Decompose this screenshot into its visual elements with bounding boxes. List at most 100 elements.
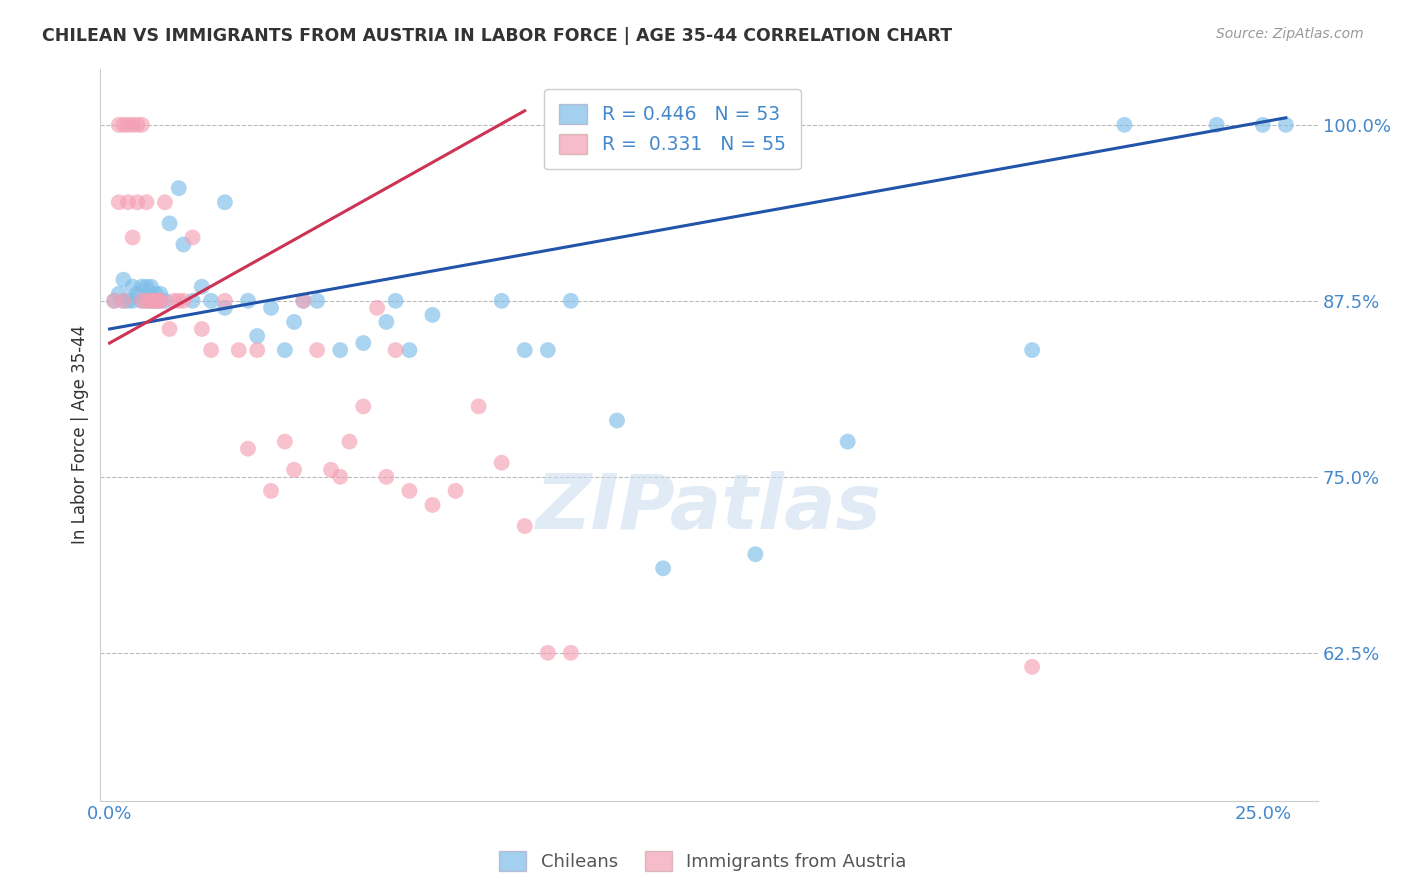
Point xyxy=(352,336,374,351)
Point xyxy=(274,343,297,357)
Point xyxy=(117,195,139,210)
Point xyxy=(560,646,582,660)
Point xyxy=(236,293,259,308)
Point xyxy=(292,293,315,308)
Point xyxy=(744,547,766,561)
Point xyxy=(145,293,167,308)
Point xyxy=(135,279,157,293)
Point xyxy=(112,293,135,308)
Point xyxy=(172,293,194,308)
Point xyxy=(422,498,444,512)
Point xyxy=(366,301,388,315)
Point xyxy=(167,181,190,195)
Point xyxy=(103,293,125,308)
Text: CHILEAN VS IMMIGRANTS FROM AUSTRIA IN LABOR FORCE | AGE 35-44 CORRELATION CHART: CHILEAN VS IMMIGRANTS FROM AUSTRIA IN LA… xyxy=(42,27,952,45)
Point xyxy=(149,293,172,308)
Point xyxy=(135,293,157,308)
Point xyxy=(181,230,204,244)
Point xyxy=(167,293,190,308)
Point xyxy=(1021,343,1043,357)
Point xyxy=(135,195,157,210)
Point xyxy=(121,230,143,244)
Point xyxy=(145,286,167,301)
Point xyxy=(153,195,176,210)
Point xyxy=(1205,118,1227,132)
Point xyxy=(172,237,194,252)
Point xyxy=(131,293,153,308)
Point xyxy=(513,519,536,533)
Point xyxy=(606,413,628,427)
Point xyxy=(117,118,139,132)
Point xyxy=(292,293,315,308)
Point xyxy=(214,293,236,308)
Point xyxy=(149,293,172,308)
Point xyxy=(121,118,143,132)
Point xyxy=(384,343,406,357)
Point xyxy=(307,343,329,357)
Point xyxy=(837,434,859,449)
Point xyxy=(228,343,250,357)
Point xyxy=(444,483,467,498)
Point xyxy=(131,118,153,132)
Point xyxy=(149,293,172,308)
Point xyxy=(112,293,135,308)
Point xyxy=(214,301,236,315)
Point xyxy=(139,279,162,293)
Y-axis label: In Labor Force | Age 35-44: In Labor Force | Age 35-44 xyxy=(72,325,89,544)
Point xyxy=(491,456,513,470)
Point xyxy=(107,118,129,132)
Point xyxy=(139,293,162,308)
Text: Source: ZipAtlas.com: Source: ZipAtlas.com xyxy=(1216,27,1364,41)
Point xyxy=(191,279,214,293)
Point xyxy=(1251,118,1274,132)
Point xyxy=(560,293,582,308)
Point xyxy=(339,434,361,449)
Point xyxy=(319,463,342,477)
Point xyxy=(149,286,172,301)
Point xyxy=(582,118,605,132)
Point xyxy=(422,308,444,322)
Point xyxy=(375,315,398,329)
Point xyxy=(107,195,129,210)
Point xyxy=(159,216,181,230)
Point xyxy=(384,293,406,308)
Point xyxy=(283,463,305,477)
Point xyxy=(127,195,149,210)
Point xyxy=(236,442,259,456)
Point xyxy=(1021,660,1043,674)
Point xyxy=(103,293,125,308)
Point xyxy=(513,343,536,357)
Point xyxy=(121,279,143,293)
Point xyxy=(127,286,149,301)
Point xyxy=(398,343,420,357)
Text: ZIPatlas: ZIPatlas xyxy=(536,471,882,545)
Point xyxy=(537,646,560,660)
Point xyxy=(153,293,176,308)
Point xyxy=(1275,118,1298,132)
Point xyxy=(131,293,153,308)
Point xyxy=(260,301,283,315)
Point xyxy=(112,118,135,132)
Point xyxy=(191,322,214,336)
Point xyxy=(398,483,420,498)
Point xyxy=(214,195,236,210)
Point xyxy=(107,286,129,301)
Point xyxy=(200,293,222,308)
Point xyxy=(131,279,153,293)
Point xyxy=(329,470,352,484)
Point xyxy=(246,329,269,343)
Point xyxy=(145,293,167,308)
Point xyxy=(1114,118,1136,132)
Point xyxy=(246,343,269,357)
Point xyxy=(121,293,143,308)
Point xyxy=(159,322,181,336)
Point xyxy=(139,293,162,308)
Point xyxy=(135,293,157,308)
Point xyxy=(307,293,329,308)
Legend: R = 0.446   N = 53, R =  0.331   N = 55: R = 0.446 N = 53, R = 0.331 N = 55 xyxy=(544,89,801,169)
Point xyxy=(652,561,675,575)
Point xyxy=(139,293,162,308)
Point xyxy=(127,118,149,132)
Point xyxy=(375,470,398,484)
Point xyxy=(145,293,167,308)
